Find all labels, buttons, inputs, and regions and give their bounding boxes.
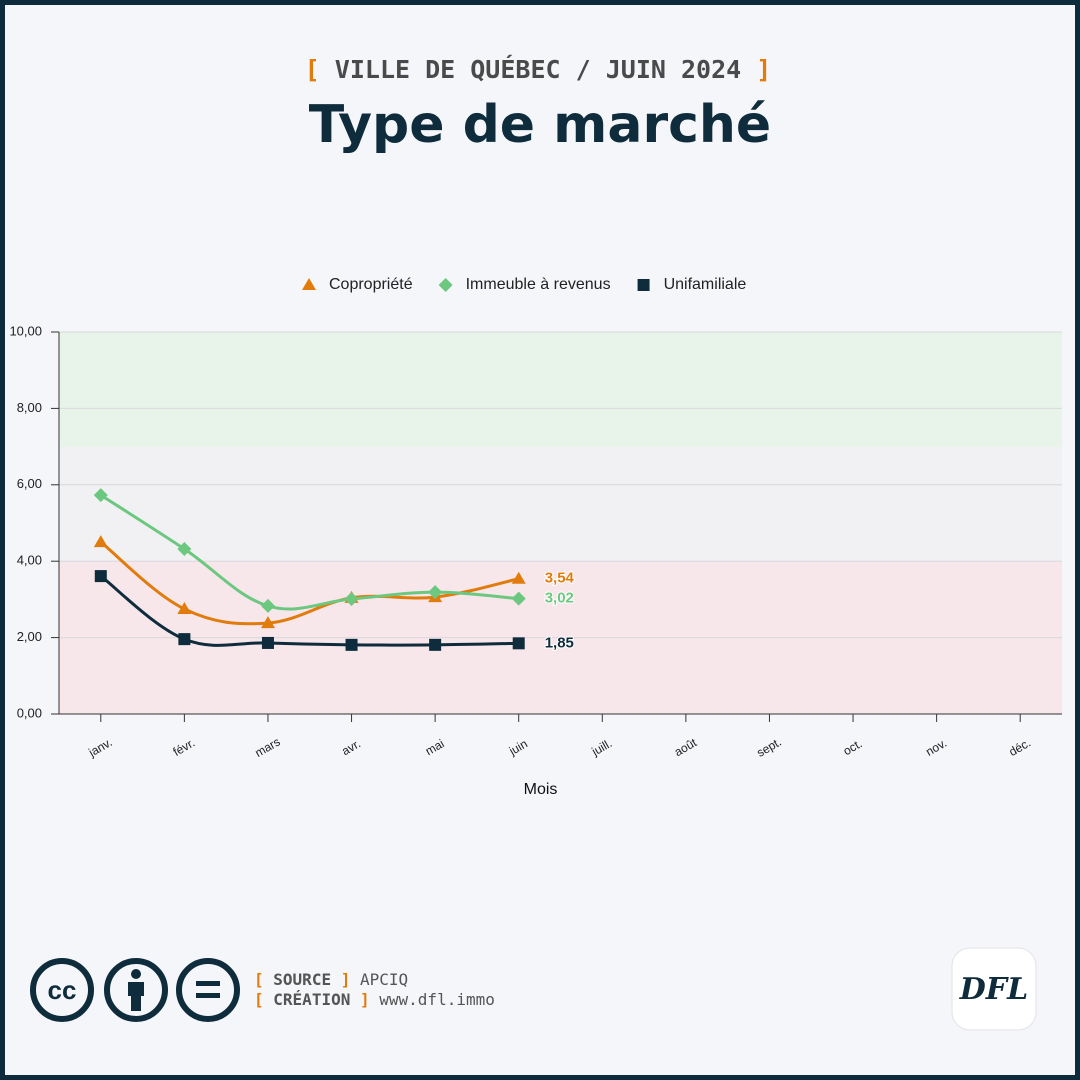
bracket: ] <box>756 55 771 84</box>
marker <box>429 638 442 651</box>
marker <box>261 636 274 649</box>
x-axis-title: Mois <box>524 781 558 798</box>
legend-label: Immeuble à revenus <box>466 276 611 293</box>
marker <box>511 591 526 606</box>
marker <box>178 633 191 646</box>
market-band <box>59 446 1062 562</box>
creation-label: CRÉATION <box>273 990 350 1009</box>
series-line <box>99 493 519 611</box>
y-tick-label: 2,00 <box>17 629 42 644</box>
y-tick-label: 8,00 <box>17 400 42 415</box>
marker <box>344 592 359 607</box>
source-line: [ SOURCE ] APCIQ <box>254 970 408 989</box>
title: Type de marché <box>309 95 771 155</box>
series-line <box>99 574 519 647</box>
y-tick-label: 0,00 <box>17 705 42 720</box>
marker <box>345 638 358 651</box>
license-icons: cc <box>30 958 240 1022</box>
legend-marker <box>637 279 650 291</box>
bracket: ] <box>360 990 370 1009</box>
source-label: SOURCE <box>273 970 331 989</box>
marker <box>93 488 108 503</box>
svg-text:cc: cc <box>48 975 77 1005</box>
bracket: ] <box>341 970 351 989</box>
marker <box>177 601 192 614</box>
marker <box>512 637 525 650</box>
y-tick-label: 6,00 <box>17 476 42 491</box>
marker <box>177 541 192 556</box>
value-label: 3,02 <box>545 590 574 607</box>
marker <box>93 535 108 548</box>
subtitle-text: VILLE DE QUÉBEC / JUIN 2024 <box>335 55 741 84</box>
source: APCIQ <box>360 970 408 989</box>
creation: www.dfl.immo <box>379 990 495 1009</box>
creation-line: [ CRÉATION ] www.dfl.immo <box>254 990 495 1009</box>
y-tick-label: 10,00 <box>9 323 42 338</box>
legend-marker <box>438 278 453 292</box>
legend: Copropriété Immeuble à revenus Unifamilial… <box>302 276 746 293</box>
bracket: [ <box>305 55 320 84</box>
legend-label: Unifamiliale <box>664 276 747 293</box>
value-label: 1,85 <box>545 634 574 651</box>
marker <box>511 571 526 584</box>
marker <box>260 598 275 613</box>
market-band <box>59 332 1062 447</box>
bracket: [ <box>254 990 264 1009</box>
y-tick-label: 4,00 <box>17 553 42 568</box>
value-label: 3,54 <box>545 570 575 587</box>
marker <box>428 585 443 600</box>
legend-marker <box>302 278 316 290</box>
subtitle: [ VILLE DE QUÉBEC / JUIN 2024 ] <box>305 55 772 84</box>
legend-label: Copropriété <box>329 276 413 293</box>
logo-box <box>951 947 1037 1031</box>
logo: DFL <box>959 972 1028 1007</box>
marker <box>94 570 107 583</box>
bracket: [ <box>254 970 264 989</box>
marker <box>260 616 275 629</box>
series-line <box>99 540 520 626</box>
